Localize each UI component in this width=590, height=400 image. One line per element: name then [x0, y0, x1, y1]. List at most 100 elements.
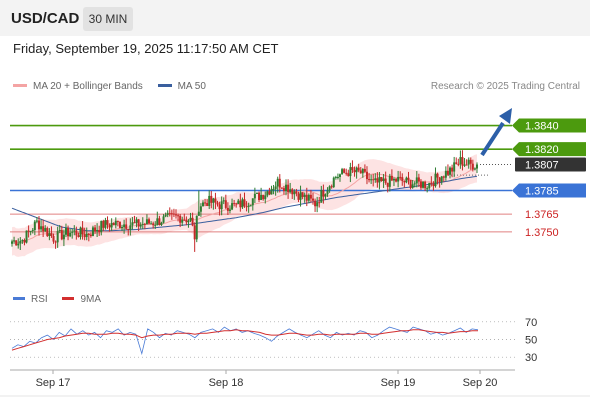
candle-body: [62, 234, 65, 240]
candle-body: [303, 194, 306, 197]
level-tag-resistance: [512, 118, 586, 133]
level-tag-resistance: [512, 142, 586, 157]
candle-body: [355, 167, 358, 173]
currency-pair-title: USD/CAD: [11, 10, 80, 27]
candle-body: [98, 230, 101, 233]
candle-body: [419, 181, 422, 188]
candle-body: [52, 235, 55, 242]
candle-body: [231, 203, 234, 210]
candle-body: [247, 205, 250, 207]
current-price-tag: [515, 157, 586, 172]
candle-body: [218, 204, 221, 210]
candle-body: [461, 157, 464, 166]
candle-body: [320, 190, 323, 203]
legend-label-ma50: MA 50: [177, 81, 206, 92]
candle-body: [148, 219, 151, 224]
candle-body: [258, 192, 261, 201]
candle-body: [94, 227, 97, 232]
candle-body: [353, 170, 356, 173]
ma9-swatch-icon: [62, 296, 75, 300]
candle-body: [216, 202, 219, 205]
candle-body: [401, 177, 404, 182]
candle-body: [442, 176, 445, 178]
candle-body: [228, 209, 231, 211]
rsi-tick-label: 50: [525, 335, 537, 347]
candle-body: [282, 188, 285, 192]
timeframe-button[interactable]: 30 MIN: [83, 7, 133, 31]
candle-body: [226, 207, 229, 211]
candle-body: [407, 177, 410, 180]
candle-body: [253, 193, 256, 199]
candle-body: [181, 219, 184, 223]
candle-body: [160, 222, 163, 225]
candle-body: [15, 240, 18, 246]
candle-body: [318, 202, 321, 204]
candle-body: [295, 191, 298, 194]
candle-body: [118, 221, 121, 228]
candle-body: [349, 167, 352, 177]
candle-body: [187, 220, 190, 223]
candle-body: [27, 230, 30, 232]
candle-body: [289, 189, 292, 193]
candle-body: [326, 190, 329, 195]
main-legend: MA 20 + Bollinger Bands MA 50: [13, 81, 218, 92]
candle-body: [334, 177, 337, 179]
candle-body: [390, 175, 393, 181]
candle-body: [193, 225, 196, 240]
candle-body: [19, 241, 22, 244]
candle-body: [233, 203, 236, 205]
candle-body: [428, 182, 431, 189]
candle-body: [58, 229, 61, 232]
candle-body: [392, 178, 395, 181]
level-tag-pivot: [512, 183, 586, 198]
candle-body: [83, 234, 86, 238]
candle-body: [143, 223, 146, 225]
candle-body: [351, 167, 354, 171]
candle-body: [243, 199, 246, 207]
x-axis: Sep 17 Sep 18 Sep 19 Sep 20: [0, 369, 590, 397]
chart-datetime: Friday, September 19, 2025 11:17:50 AM C…: [13, 41, 279, 56]
legend-item-ma20-bb: MA 20 + Bollinger Bands: [13, 81, 143, 92]
candle-body: [150, 223, 153, 225]
candle-body: [338, 174, 341, 177]
candle-body: [413, 183, 416, 185]
candle-body: [156, 218, 159, 225]
legend-item-ma9: 9MA: [62, 294, 101, 305]
candle-body: [91, 227, 94, 236]
candle-body: [446, 170, 449, 175]
candle-body: [37, 220, 40, 230]
candle-body: [476, 164, 478, 169]
candle-body: [214, 198, 217, 203]
candle-body: [191, 217, 194, 226]
candle-body: [471, 163, 474, 170]
candle-body: [268, 191, 271, 195]
candle-body: [64, 227, 67, 235]
candle-body: [330, 186, 333, 188]
candle-body: [89, 235, 92, 237]
candle-body: [309, 194, 312, 199]
candle-body: [69, 232, 72, 237]
x-tick-label: Sep 18: [209, 377, 244, 389]
candle-body: [451, 167, 454, 172]
candle-body: [87, 233, 90, 236]
candle-body: [110, 222, 113, 228]
candle-body: [31, 230, 34, 232]
candle-body: [210, 195, 213, 203]
candle-body: [25, 230, 28, 243]
candle-body: [201, 202, 204, 207]
candle-body: [399, 176, 402, 178]
candle-body: [457, 163, 460, 165]
candle-body: [388, 175, 391, 187]
candle-body: [293, 191, 296, 195]
candle-body: [307, 194, 310, 201]
ma50-swatch-icon: [157, 83, 172, 87]
candle-body: [152, 223, 155, 226]
candle-body: [397, 176, 400, 182]
candle-body: [363, 169, 366, 172]
price-level-labels: 1.3840 1.3820 1.3807 1.3785 1.3765 1.3750: [512, 118, 586, 239]
candle-body: [145, 219, 148, 225]
candle-body: [44, 228, 47, 232]
candle-body: [168, 213, 171, 215]
candle-body: [322, 190, 325, 197]
